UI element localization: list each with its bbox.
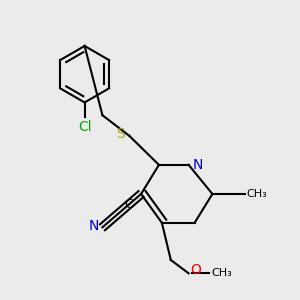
Text: CH₃: CH₃ xyxy=(247,189,267,199)
Text: C: C xyxy=(124,198,133,211)
Text: O: O xyxy=(190,263,201,278)
Text: Cl: Cl xyxy=(78,120,92,134)
Text: N: N xyxy=(89,219,100,233)
Text: S: S xyxy=(116,127,125,141)
Text: N: N xyxy=(192,158,203,172)
Text: CH₃: CH₃ xyxy=(211,268,232,278)
